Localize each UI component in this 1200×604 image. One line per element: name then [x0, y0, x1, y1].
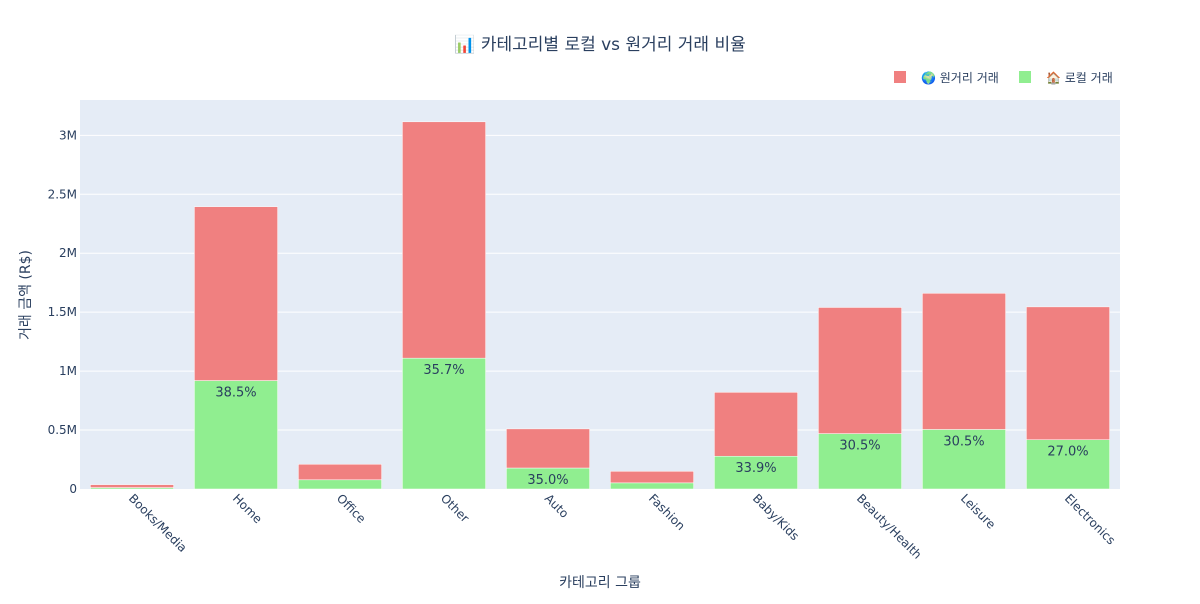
bar-distant[interactable] — [506, 429, 589, 468]
legend-label-distant[interactable]: 🌍 원거리 거래 — [921, 71, 999, 85]
x-axis-title: 카테고리 그룹 — [559, 575, 641, 591]
bar-value-label: 35.7% — [423, 363, 464, 378]
y-tick-label: 0.5M — [48, 423, 77, 437]
bar-local[interactable] — [610, 483, 693, 489]
y-tick-label: 2M — [59, 246, 77, 260]
bar-value-label: 30.5% — [839, 439, 880, 454]
bar-value-label: 30.5% — [943, 434, 984, 449]
bar-distant[interactable] — [298, 464, 381, 480]
bar-distant[interactable] — [610, 471, 693, 483]
y-tick-label: 1.5M — [48, 305, 77, 319]
legend-swatch-distant[interactable] — [894, 71, 906, 83]
legend-label-local[interactable]: 🏠 로컬 거래 — [1046, 71, 1113, 85]
bar-distant[interactable] — [90, 485, 173, 488]
bar-value-label: 33.9% — [735, 461, 776, 476]
y-tick-label: 3M — [59, 128, 77, 142]
bar-distant[interactable] — [922, 293, 1005, 429]
bar-value-label: 35.0% — [527, 473, 568, 488]
y-tick-label: 1M — [59, 364, 77, 378]
bar-distant[interactable] — [194, 207, 277, 381]
bar-distant[interactable] — [402, 122, 485, 358]
chart-title: 📊 카테고리별 로컬 vs 원거리 거래 비율 — [454, 34, 745, 55]
y-tick-label: 2.5M — [48, 187, 77, 201]
bar-distant[interactable] — [818, 307, 901, 433]
bar-value-label: 38.5% — [215, 386, 256, 401]
bar-value-label: 27.0% — [1047, 445, 1088, 460]
bar-distant[interactable] — [714, 392, 797, 456]
bar-local[interactable] — [298, 480, 381, 489]
legend-swatch-local[interactable] — [1019, 71, 1031, 83]
y-tick-label: 0 — [69, 482, 77, 496]
bar-distant[interactable] — [1026, 307, 1109, 440]
y-axis-title: 거래 금액 (R$) — [18, 250, 34, 340]
